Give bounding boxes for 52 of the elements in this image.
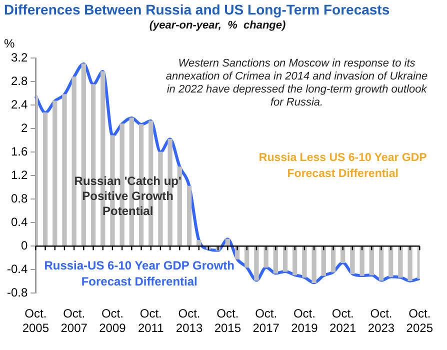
bar — [388, 246, 394, 278]
bar — [42, 112, 48, 246]
x-tick-label: Oct. 2025 — [406, 306, 434, 336]
x-tick-label: Oct. 2011 — [138, 306, 164, 336]
bar — [312, 246, 316, 283]
x-tick-label: Oct. 2019 — [291, 306, 318, 336]
bar — [350, 246, 355, 274]
x-tick-label: Oct. 2007 — [60, 306, 88, 336]
x-tick-label: Oct. 2023 — [368, 306, 395, 336]
x-tick-label: Oct. 2015 — [214, 306, 242, 336]
annotation: Russia Less US 6-10 Year GDP Forecast Differential — [258, 152, 428, 180]
bar — [72, 76, 76, 246]
x-tick-label: Oct. 2013 — [176, 306, 203, 336]
y-tick-label: 1.2 — [10, 168, 28, 182]
x-tick-label: Oct. 2021 — [330, 306, 357, 336]
annotation: Western Sanctions on Moscow in response to its annexation of Crimea in 2014 and invasion of Ukraine in 2022 have depressed the long-term growth outlook for Russia. — [166, 58, 428, 109]
bar — [254, 246, 259, 281]
annotation: Russian 'Catch up' Positive Growth Potential — [74, 174, 182, 218]
y-tick-label: 0 — [20, 238, 28, 252]
bar — [321, 246, 326, 276]
series-label: Russia-US 6-10 Year GDP Growth Forecast Differential — [44, 258, 234, 288]
bar — [273, 246, 278, 274]
bar — [186, 186, 192, 246]
x-tick-label: Oct. 2005 — [22, 306, 50, 336]
y-tick-label: 2 — [20, 120, 28, 135]
bar — [244, 246, 250, 268]
y-tick-label: -0.8 — [6, 286, 28, 300]
y-tick-label: -0.4 — [6, 262, 28, 276]
y-tick-label: 2.8 — [10, 74, 28, 88]
x-tick-label: Oct. 2009 — [99, 306, 126, 336]
bar — [360, 246, 364, 276]
y-tick-label: 3.2 — [10, 50, 28, 64]
chart-title: Differences Between Russia and US Long-Term Forecasts — [4, 1, 390, 18]
bar — [408, 246, 412, 282]
y-tick-label: 0.4 — [10, 214, 28, 229]
chart-subtitle: (year-on-year, % change) — [149, 19, 286, 32]
x-tick-label: Oct. 2017 — [252, 306, 280, 336]
bar — [62, 94, 67, 246]
bar — [282, 246, 288, 272]
bar — [330, 246, 336, 272]
bar — [264, 246, 268, 268]
y-tick-label: 0.8 — [10, 191, 28, 206]
bar — [378, 246, 384, 281]
y-tick-label: 2.4 — [10, 97, 28, 112]
y-axis-title: % — [4, 36, 15, 50]
bar — [340, 246, 346, 263]
bar — [398, 246, 403, 278]
bar — [369, 246, 374, 276]
bar — [292, 246, 298, 276]
bar — [302, 246, 307, 278]
y-tick-label: 1.6 — [10, 144, 28, 158]
bar — [52, 100, 58, 246]
